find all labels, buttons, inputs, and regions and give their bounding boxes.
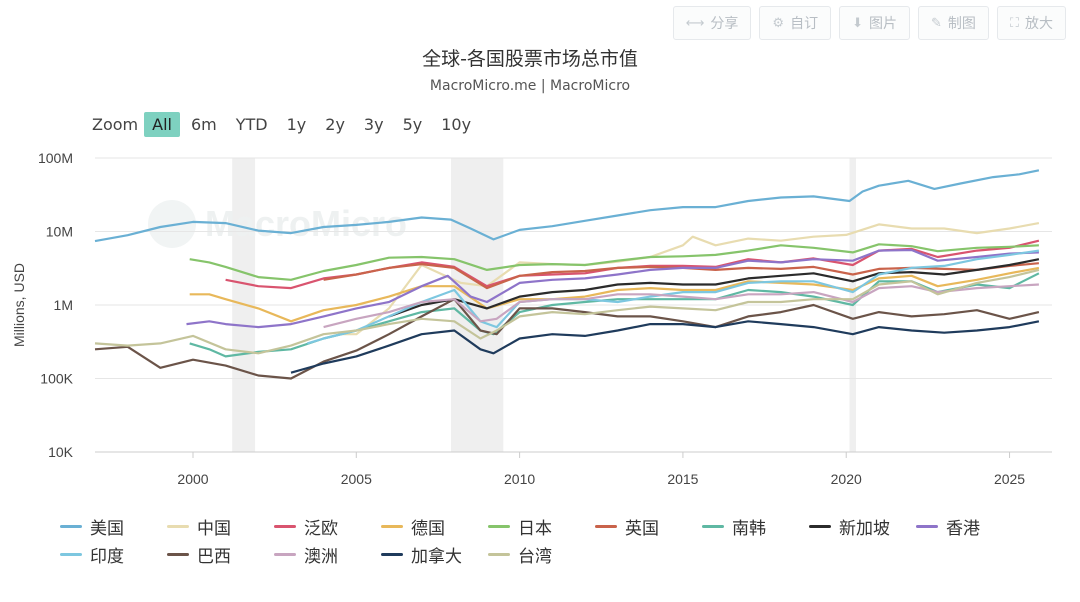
zoom-label: Zoom <box>92 115 139 134</box>
zoom-3y-button[interactable]: 3y <box>363 115 384 134</box>
legend-label: 巴西 <box>197 546 231 567</box>
legend-swatch <box>381 524 403 528</box>
y-tick-label: 100M <box>38 150 73 166</box>
legend-label: 日本 <box>518 518 552 539</box>
legend-label: 加拿大 <box>411 546 462 567</box>
draw-button[interactable]: ✎ 制图 <box>917 6 989 40</box>
legend-item[interactable]: 新加坡 <box>809 514 916 539</box>
legend-label: 美国 <box>90 518 124 539</box>
legend-swatch <box>167 524 189 528</box>
y-tick-label: 1M <box>54 297 73 313</box>
chart-title: 全球-各国股票市场总市值 <box>422 48 638 70</box>
legend-label: 英国 <box>625 518 659 539</box>
chart-legend: 美国 中国 泛欧 德国 日本 英国 南韩 新加坡 香港 印度 巴西 澳洲 加拿大 台湾 <box>60 512 1060 568</box>
share-icon: ⟷ <box>685 15 705 31</box>
legend-label: 印度 <box>90 546 124 567</box>
zoom-2y-button[interactable]: 2y <box>325 115 345 134</box>
legend-swatch <box>167 552 189 556</box>
series-line-日本 <box>189 243 1039 281</box>
y-tick-label: 10K <box>48 444 74 460</box>
legend-label: 德国 <box>411 518 445 539</box>
enlarge-button[interactable]: ⛶ 放大 <box>996 6 1066 40</box>
legend-label: 香港 <box>946 518 980 539</box>
x-tick-label: 2015 <box>667 471 698 487</box>
legend-row: 印度 巴西 澳洲 加拿大 台湾 <box>60 540 1060 568</box>
legend-item[interactable]: 台湾 <box>488 542 595 567</box>
zoom-all-button[interactable]: All <box>144 112 180 137</box>
series-line-美国 <box>94 169 1040 243</box>
y-tick-label: 10M <box>46 224 73 240</box>
series-line-台湾 <box>94 268 1040 355</box>
legend-item[interactable]: 澳洲 <box>274 542 381 567</box>
legend-swatch <box>488 524 510 528</box>
zoom-10y-button[interactable]: 10y <box>441 115 472 134</box>
legend-label: 澳洲 <box>304 546 338 567</box>
download-icon: ⬇ <box>852 15 863 31</box>
enlarge-label: 放大 <box>1025 16 1053 32</box>
legend-item[interactable]: 中国 <box>167 514 274 539</box>
chart-toolbar: ⟷ 分享 ⚙ 自订 ⬇ 图片 ✎ 制图 ⛶ 放大 <box>672 6 1066 40</box>
series-line-德国 <box>189 266 1040 323</box>
legend-item[interactable]: 德国 <box>381 514 488 539</box>
legend-swatch <box>809 524 831 528</box>
legend-item[interactable]: 印度 <box>60 542 167 567</box>
expand-icon: ⛶ <box>1009 15 1019 31</box>
legend-item[interactable]: 加拿大 <box>381 542 488 567</box>
subscribe-button[interactable]: ⚙ 自订 <box>759 6 832 40</box>
pencil-icon: ✎ <box>930 15 942 31</box>
y-axis-title: Millions, USD <box>11 263 27 347</box>
legend-swatch <box>488 552 510 556</box>
share-button[interactable]: ⟷ 分享 <box>672 6 752 40</box>
watermark-logo <box>148 200 196 248</box>
x-tick-label: 2010 <box>504 471 535 487</box>
series-line-新加坡 <box>388 258 1040 318</box>
legend-item[interactable]: 英国 <box>595 514 702 539</box>
image-label: 图片 <box>868 16 897 32</box>
series-line-中国 <box>340 222 1040 336</box>
series-line-加拿大 <box>290 320 1040 374</box>
zoom-6m-button[interactable]: 6m <box>190 115 217 134</box>
gear-icon: ⚙ <box>772 15 785 31</box>
zoom-5y-button[interactable]: 5y <box>402 115 423 134</box>
zoom-1y-button[interactable]: 1y <box>286 115 307 134</box>
x-tick-label: 2020 <box>831 471 862 487</box>
legend-swatch <box>274 552 296 556</box>
x-tick-label: 2000 <box>177 471 208 487</box>
legend-swatch <box>916 524 938 528</box>
download-image-button[interactable]: ⬇ 图片 <box>839 6 910 40</box>
legend-label: 中国 <box>197 518 231 539</box>
series-line-巴西 <box>94 298 1040 380</box>
series-line-香港 <box>186 248 1039 329</box>
legend-row: 美国 中国 泛欧 德国 日本 英国 南韩 新加坡 香港 <box>60 512 1060 540</box>
x-tick-label: 2025 <box>994 471 1025 487</box>
subscribe-label: 自订 <box>790 16 819 32</box>
chart-subtitle: MacroMicro.me | MacroMicro <box>429 78 631 94</box>
draw-label: 制图 <box>947 16 976 32</box>
legend-item[interactable]: 日本 <box>488 514 595 539</box>
legend-swatch <box>274 524 296 528</box>
legend-label: 台湾 <box>518 546 552 567</box>
share-label: 分享 <box>710 16 739 32</box>
zoom-selector: Zoom All 6m YTD 1y 2y 3y 5y 10y <box>92 112 482 137</box>
legend-swatch <box>702 524 724 528</box>
legend-item[interactable]: 巴西 <box>167 542 274 567</box>
legend-swatch <box>381 552 403 556</box>
series-line-澳洲 <box>323 283 1039 329</box>
legend-item[interactable]: 香港 <box>916 514 1023 539</box>
legend-label: 泛欧 <box>304 518 338 539</box>
legend-label: 南韩 <box>732 518 766 539</box>
legend-swatch <box>60 552 82 556</box>
legend-label: 新加坡 <box>839 518 890 539</box>
legend-swatch <box>595 524 617 528</box>
legend-swatch <box>60 524 82 528</box>
legend-item[interactable]: 南韩 <box>702 514 809 539</box>
legend-item[interactable]: 泛欧 <box>274 514 381 539</box>
legend-item[interactable]: 美国 <box>60 514 167 539</box>
y-tick-label: 100K <box>40 371 73 387</box>
x-tick-label: 2005 <box>341 471 372 487</box>
zoom-ytd-button[interactable]: YTD <box>235 115 268 134</box>
